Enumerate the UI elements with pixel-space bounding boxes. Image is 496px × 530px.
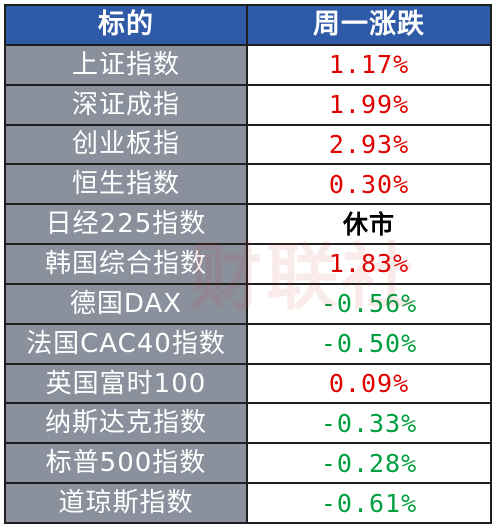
row-change: -0.50% — [248, 324, 490, 363]
row-name: 道琼斯指数 — [6, 484, 246, 522]
row-name: 纳斯达克指数 — [6, 404, 246, 443]
row-name: 创业板指 — [6, 125, 246, 164]
row-change: 休市 — [248, 205, 490, 244]
row-change: 1.17% — [248, 45, 490, 84]
row-change: -0.56% — [248, 284, 490, 323]
row-name: 法国CAC40指数 — [6, 324, 246, 363]
row-name: 深证成指 — [6, 85, 246, 124]
row-change: -0.61% — [248, 484, 490, 522]
row-change: 1.83% — [248, 245, 490, 283]
row-name: 英国富时100 — [6, 364, 246, 403]
row-change: -0.28% — [248, 444, 490, 483]
row-change: -0.33% — [248, 404, 490, 443]
row-name: 韩国综合指数 — [6, 245, 246, 283]
row-name: 日经225指数 — [6, 205, 246, 244]
row-name: 上证指数 — [6, 45, 246, 84]
market-table: 标的 周一涨跌 上证指数 1.17% 深证成指 1.99% 创业板指 2.93%… — [4, 4, 492, 524]
header-change: 周一涨跌 — [248, 6, 490, 44]
row-change: 1.99% — [248, 85, 490, 124]
row-name: 德国DAX — [6, 284, 246, 323]
row-change: 2.93% — [248, 125, 490, 164]
row-change: 0.30% — [248, 165, 490, 204]
row-name: 恒生指数 — [6, 165, 246, 204]
header-name: 标的 — [6, 6, 246, 44]
row-name: 标普500指数 — [6, 444, 246, 483]
row-change: 0.09% — [248, 364, 490, 403]
